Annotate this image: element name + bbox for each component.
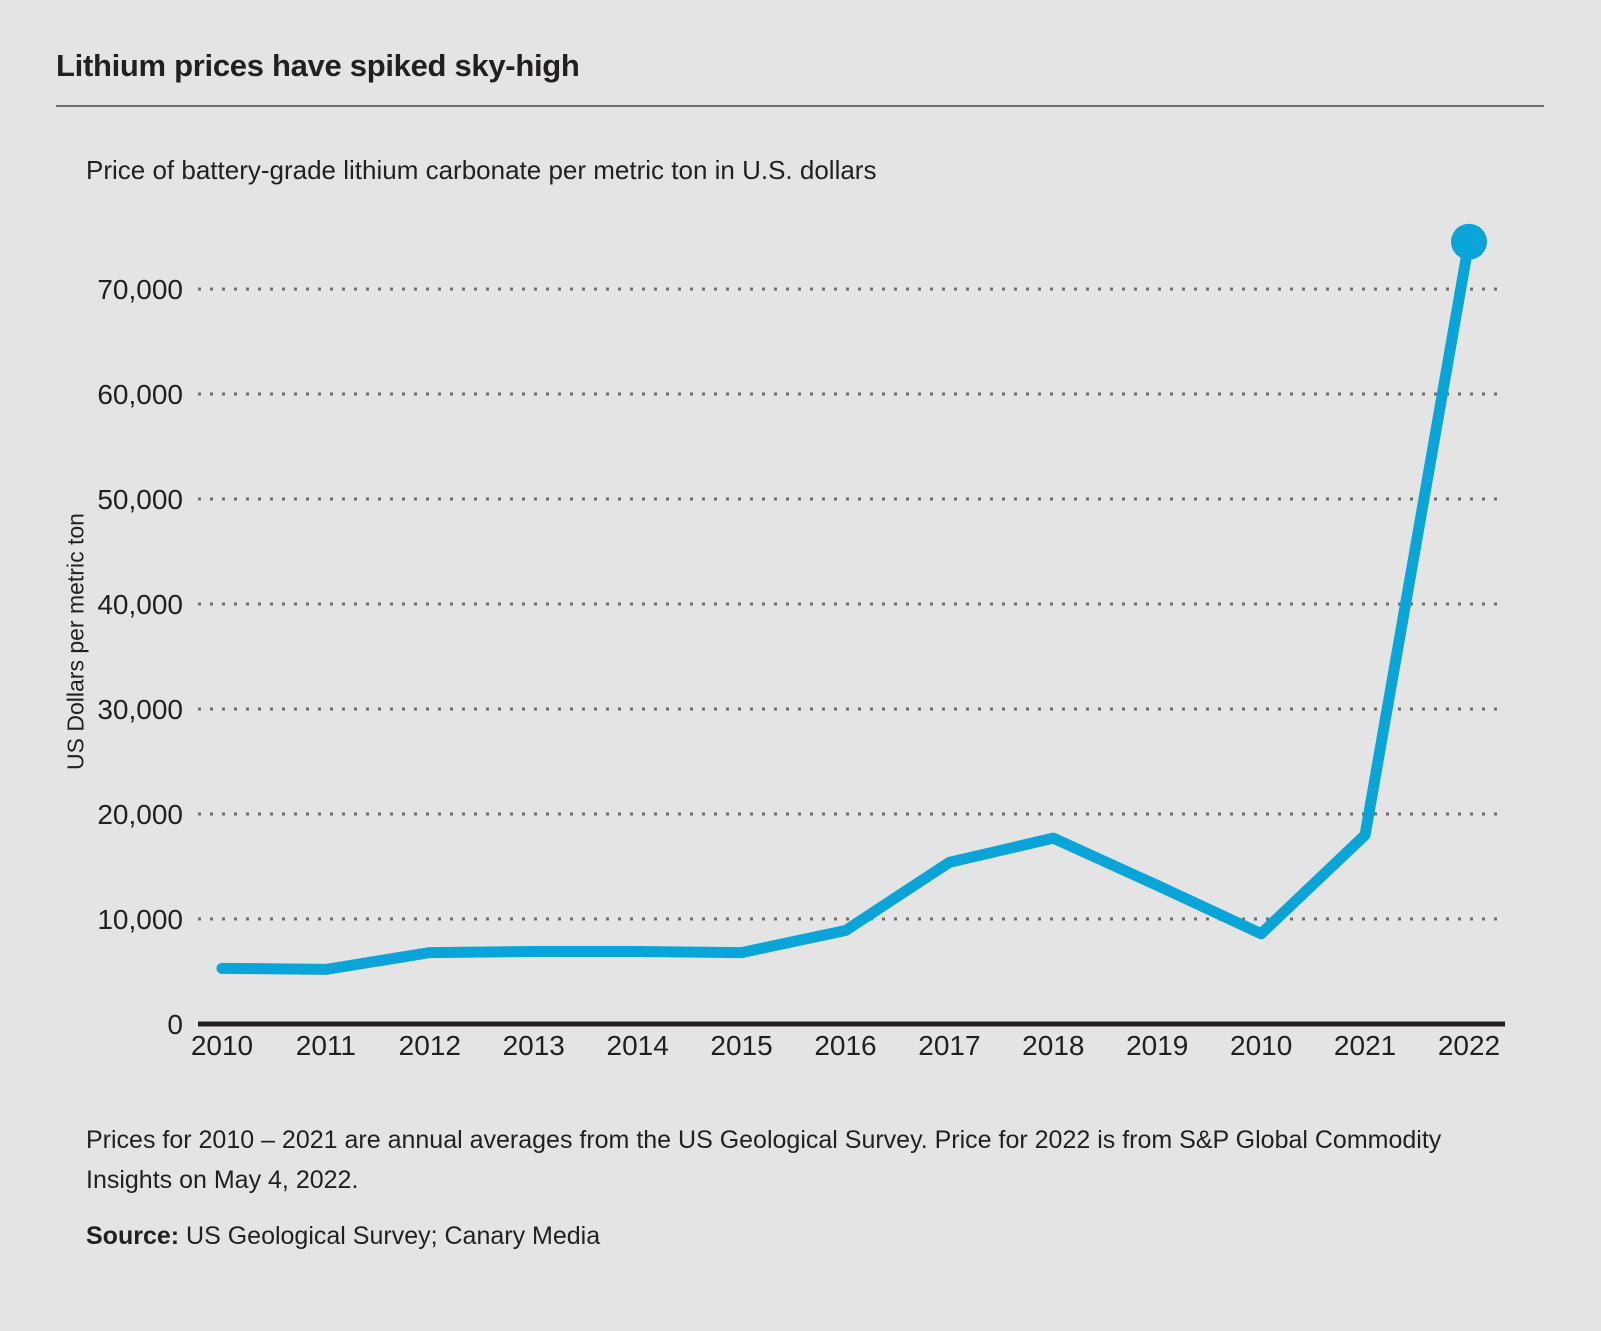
x-tick-label: 2022 [1438,1030,1500,1061]
y-tick-labels-group: 0 10,000 20,000 30,000 40,000 50,000 60,000 70,… [97,274,183,1040]
line-chart: 0 10,000 20,000 30,000 40,000 50,000 60,000 70,… [97,223,1505,1061]
x-tick-label: 2015 [710,1030,772,1061]
x-tick-label: 2016 [814,1030,876,1061]
y-tick-label: 70,000 [97,274,183,305]
y-tick-label: 20,000 [97,799,183,830]
y-tick-label: 30,000 [97,694,183,725]
y-tick-label: 10,000 [97,904,183,935]
title-divider [56,105,1544,107]
x-tick-label: 2012 [399,1030,461,1061]
last-point-marker [1451,223,1487,260]
x-tick-label: 2011 [296,1030,356,1061]
x-tick-label: 2021 [1334,1030,1396,1061]
chart-source: Source: US Geological Survey; Canary Med… [86,1222,600,1251]
x-tick-label: 2017 [918,1030,980,1061]
data-series-line [216,236,1475,975]
y-tick-label: 0 [167,1009,183,1040]
page-title: Lithium prices have spiked sky-high [56,48,580,83]
x-tick-labels-group: 2010 2011 2012 2013 2014 2015 2016 2017 2018 2019… [191,1030,1500,1061]
source-label: Source: [86,1222,180,1250]
source-value: US Geological Survey; Canary Media [179,1222,601,1250]
x-tick-label: 2019 [1126,1030,1188,1061]
x-tick-label: 2010 [1230,1030,1292,1061]
y-tick-label: 50,000 [97,484,183,515]
x-tick-label: 2013 [503,1030,565,1061]
chart-subtitle: Price of battery-grade lithium carbonate… [86,155,877,185]
gridlines-group [198,287,1505,921]
x-tick-label: 2018 [1022,1030,1084,1061]
y-tick-label: 40,000 [97,589,183,620]
x-tick-label: 2014 [607,1030,669,1061]
x-tick-label: 2010 [191,1030,253,1061]
chart-footnote: Prices for 2010 – 2021 are annual averag… [86,1126,1442,1194]
y-tick-label: 60,000 [97,379,183,410]
